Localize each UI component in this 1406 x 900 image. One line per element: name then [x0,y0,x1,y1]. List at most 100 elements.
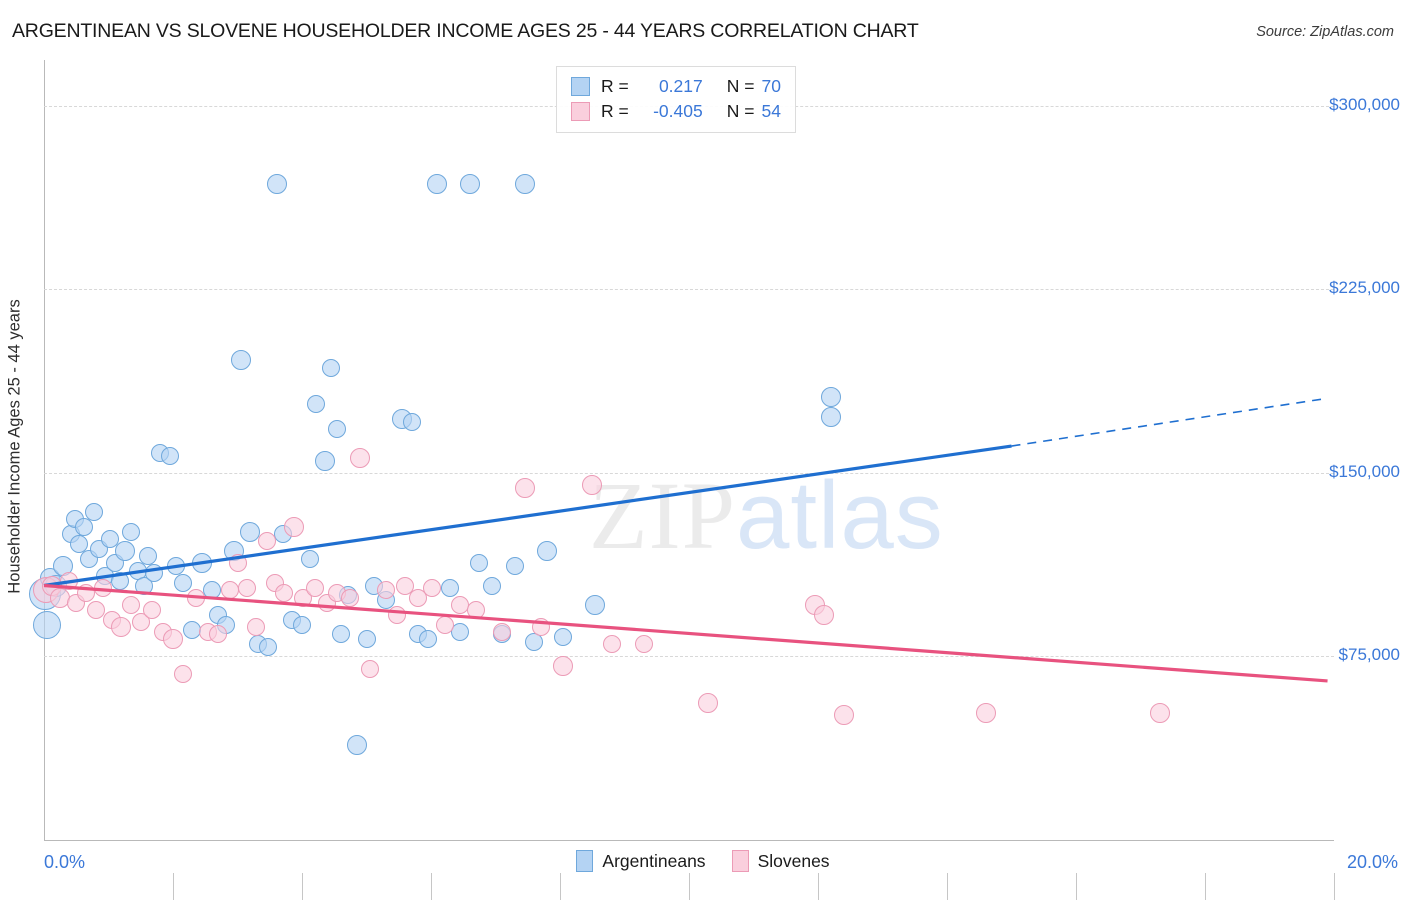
scatter-point-pink [209,625,228,644]
series-legend: Argentineans Slovenes [0,850,1406,872]
scatter-point-pink [246,618,265,637]
scatter-point-pink [143,600,162,619]
trendline-argentineans-solid [43,444,1012,588]
x-axis-tick [1076,873,1077,900]
scatter-point-pink [514,477,535,498]
scatter-point-blue [122,522,141,541]
scatter-point-pink [436,615,455,634]
scatter-point-pink [975,702,996,723]
scatter-point-blue [300,549,319,568]
scatter-point-pink [86,600,105,619]
scatter-point-pink [76,583,95,602]
scatter-point-pink [238,578,257,597]
scatter-point-blue [160,446,179,465]
x-axis-tick [947,873,948,900]
x-axis-tick [818,873,819,900]
x-axis-tick [302,873,303,900]
legend-item-slovenes[interactable]: Slovenes [731,850,830,872]
scatter-point-blue [346,734,367,755]
scatter-point-blue [441,578,460,597]
scatter-point-blue [514,174,535,195]
legend-marker-argentineans-icon [576,850,594,872]
scatter-point-pink [111,617,132,638]
r-label-argentineans: R = [601,76,629,96]
scatter-point-pink [122,596,141,615]
scatter-point-blue [85,503,104,522]
scatter-point-blue [230,350,251,371]
scatter-point-pink [388,605,407,624]
scatter-point-blue [537,541,558,562]
scatter-point-blue [418,630,437,649]
y-axis-label: $75,000 [1338,645,1400,665]
page-title: ARGENTINEAN VS SLOVENE HOUSEHOLDER INCOM… [12,20,919,42]
stats-row-slovenes: R = -0.405 N = 54 [571,99,781,124]
scatter-point-pink [284,516,305,537]
scatter-point-pink [257,532,276,551]
y-axis-title-text: Householder Income Ages 25 - 44 years [5,298,24,594]
scatter-point-pink [341,588,360,607]
y-axis-label: $150,000 [1329,461,1400,481]
legend-marker-slovenes-icon [731,850,749,872]
scatter-point-pink [833,705,854,726]
source-attribution: Source: ZipAtlas.com [1256,24,1394,40]
scatter-point-blue [267,174,288,195]
scatter-point-pink [94,578,113,597]
trendline-slovenes [43,583,1328,683]
scatter-point-blue [167,556,186,575]
legend-item-argentineans[interactable]: Argentineans [576,850,706,872]
scatter-point-blue [585,595,606,616]
plot-area: ZIPatlas [29,60,1335,900]
n-value-argentineans: 70 [761,76,781,96]
scatter-point-blue [459,174,480,195]
scatter-point-pink [163,629,183,650]
y-axis-label: $225,000 [1329,278,1400,298]
scatter-point-pink [1149,702,1170,723]
scatter-point-blue [307,395,326,414]
scatter-point-blue [202,581,221,600]
x-axis-tick [1334,873,1335,900]
scatter-point-pink [492,623,511,641]
scatter-point-pink [220,581,239,600]
scatter-point-pink [360,659,379,678]
scatter-point-pink [173,664,192,683]
stats-row-argentineans: R = 0.217 N = 70 [571,74,781,99]
scatter-point-blue [331,625,350,644]
scatter-point-blue [357,630,376,649]
legend-label-argentineans: Argentineans [602,850,706,871]
scatter-point-blue [820,406,841,427]
scatter-point-blue [427,174,448,195]
scatter-point-blue [554,627,573,646]
x-axis-max-label: 20.0% [1346,852,1398,872]
scatter-point-blue [111,571,130,590]
scatter-point-pink [582,475,603,496]
gridline [44,289,1334,291]
x-axis-tick [173,873,174,900]
scatter-point-blue [173,574,192,593]
scatter-point-blue [33,610,62,639]
scatter-point-blue [144,564,163,583]
trendline-argentineans-dashed [1011,397,1328,447]
scatter-point-pink [186,588,205,607]
scatter-point-pink [531,618,550,637]
x-axis-tick [1205,873,1206,900]
scatter-point-pink [553,656,574,677]
n-label-slovenes: N = [726,101,755,121]
x-axis-tick [689,873,690,900]
scatter-point-blue [139,547,158,566]
scatter-point-blue [322,358,341,377]
scatter-point-pink [814,604,835,625]
y-axis-title: Householder Income Ages 25 - 44 years [0,0,32,892]
scatter-point-blue [402,412,421,431]
legend-swatch-slovenes-icon [571,102,590,121]
legend-swatch-argentineans-icon [571,77,590,96]
r-value-slovenes: -0.405 [653,101,703,121]
scatter-point-blue [314,450,335,471]
scatter-point-pink [423,578,442,597]
x-axis-min-label: 0.0% [44,852,86,872]
gridline [44,472,1334,474]
scatter-point-blue [470,554,489,573]
scatter-point-pink [228,554,247,573]
r-value-argentineans: 0.217 [658,76,703,96]
scatter-point-blue [505,556,524,575]
scatter-point-pink [467,600,486,619]
